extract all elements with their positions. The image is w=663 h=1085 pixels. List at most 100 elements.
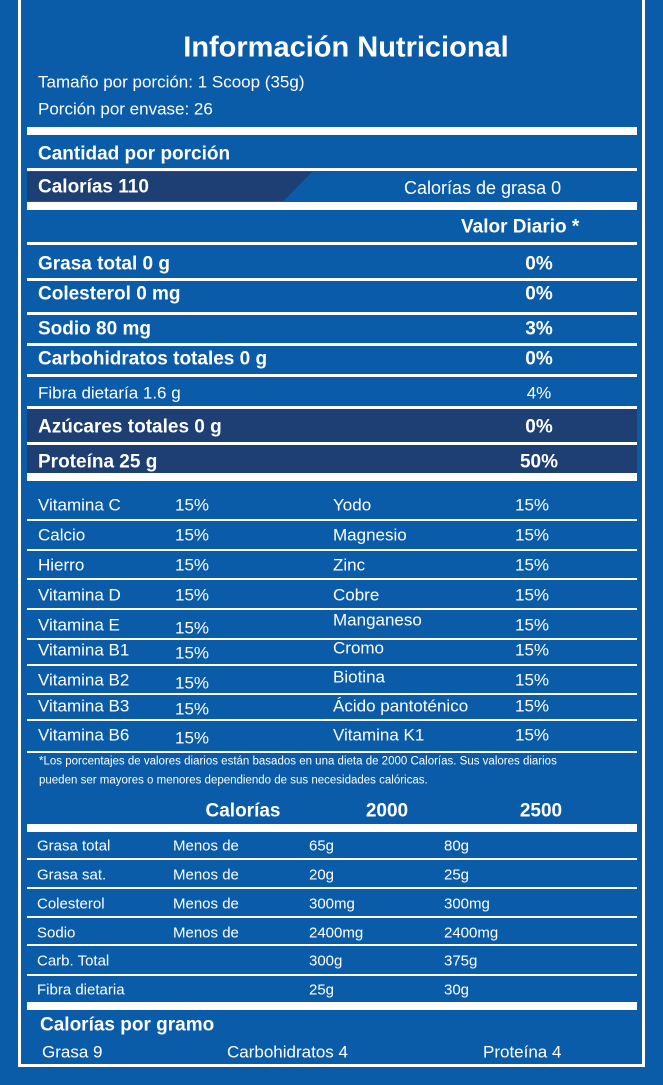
divider [27,751,637,753]
calories-band [27,172,312,201]
calories: Calorías 110 [38,176,149,198]
daily-value-header: Valor Diario * [461,216,580,238]
reference-2000-header: 2000 [365,800,409,822]
reference-2500-value: 2400mg [444,924,499,942]
nutrient-daily-value: 0% [525,348,553,370]
calories-from-fat: Calorías de grasa 0 [404,178,562,198]
nutrient-daily-value: 4% [526,383,552,403]
vitamin-name: Vitamina B1 [38,640,130,660]
reference-2500-value: 30g [444,981,470,999]
reference-2500-value: 375g [444,952,478,970]
divider [27,312,637,315]
divider [27,442,637,445]
nutrient-daily-value: 0% [525,416,553,438]
reference-2000-value: 65g [309,837,335,855]
vitamin-name: Vitamina E [38,615,120,635]
vitamin-percent: 15% [175,585,210,605]
reference-2000-value: 25g [309,981,335,999]
vitamin-percent: 15% [175,555,210,575]
mineral-percent: 15% [515,670,550,690]
mineral-name: Cromo [333,638,385,658]
divider [27,374,637,377]
reference-2500-value: 80g [444,837,470,855]
footnote-line-1: *Los porcentajes de valores diarios está… [39,755,557,768]
calories-per-gram-title: Calorías por gramo [40,1014,215,1036]
divider [27,693,637,695]
divider [27,608,637,610]
divider [27,944,637,946]
mineral-name: Magnesio [333,525,407,545]
nutrient-label: Colesterol 0 mg [38,283,181,305]
protein-band [27,445,637,474]
divider [27,638,637,640]
mineral-percent: 15% [515,696,550,716]
vitamin-name: Vitamina B2 [38,670,130,690]
divider [27,202,637,210]
reference-2500-value: 300mg [444,895,490,913]
divider [27,343,637,346]
servings-per-container: Porción por envase: 26 [38,99,213,119]
divider [27,916,637,918]
vitamin-name: Vitamina D [38,585,121,605]
sugars-band [27,407,637,443]
mineral-name: Zinc [333,555,366,575]
divider [27,664,637,666]
reference-label: Fibra dietaria [37,981,125,999]
reference-2000-value: 2400mg [309,924,364,942]
vitamin-name: Vitamina C [38,495,121,515]
mineral-name: Ácido pantoténico [333,696,469,716]
nutrient-label: Proteína 25 g [38,451,158,473]
vitamin-percent: 15% [175,643,210,663]
reference-2000-value: 20g [309,866,335,884]
amount-per-serving: Cantidad por porción [38,143,231,165]
divider [27,887,637,889]
vitamin-percent: 15% [175,699,210,719]
reference-2500-header: 2500 [519,800,563,822]
nutrient-label: Azúcares totales 0 g [38,416,222,438]
divider [27,719,637,721]
reference-label: Sodio [37,924,76,942]
mineral-name: Biotina [333,667,385,687]
divider [27,824,637,832]
reference-qualifier: Menos de [173,924,239,942]
mineral-percent: 15% [515,725,550,745]
vitamin-percent: 15% [175,673,210,693]
vitamin-name: Vitamina B3 [38,696,130,716]
calories-per-gram-protein: Proteína 4 [483,1042,562,1062]
nutrient-label: Fibra dietaría 1.6 g [38,383,181,403]
divider [27,242,637,245]
divider [27,278,637,281]
vitamin-name: Hierro [38,555,85,575]
label-frame [18,0,645,1067]
nutrient-daily-value: 3% [525,318,553,340]
nutrient-label: Grasa total 0 g [38,253,170,275]
divider [27,578,637,580]
vitamin-percent: 15% [175,525,210,545]
nutrient-label: Sodio 80 mg [38,318,151,340]
divider [27,473,637,481]
reference-qualifier: Menos de [173,866,239,884]
mineral-name: Cobre [333,585,380,605]
divider [27,1002,637,1010]
divider [27,406,637,409]
divider [27,549,637,551]
reference-qualifier: Menos de [173,895,239,913]
mineral-percent: 15% [515,495,550,515]
nutrient-daily-value: 50% [519,451,559,473]
divider [27,168,637,171]
vitamin-name: Vitamina B6 [38,725,130,745]
mineral-percent: 15% [515,640,550,660]
reference-label: Colesterol [37,895,105,913]
reference-label: Carb. Total [37,952,110,970]
label-title: Información Nutricional [183,31,509,64]
mineral-name: Yodo [333,495,372,515]
calories-per-gram-carbs: Carbohidratos 4 [227,1042,348,1062]
serving-size: Tamaño por porción: 1 Scoop (35g) [38,72,305,92]
nutrient-label: Carbohidratos totales 0 g [38,348,268,370]
reference-2000-value: 300mg [309,895,355,913]
divider [27,858,637,860]
calories-per-gram-fat: Grasa 9 [42,1042,103,1062]
mineral-percent: 15% [515,555,550,575]
divider [27,519,637,521]
reference-calories-header: Calorías [205,800,281,822]
